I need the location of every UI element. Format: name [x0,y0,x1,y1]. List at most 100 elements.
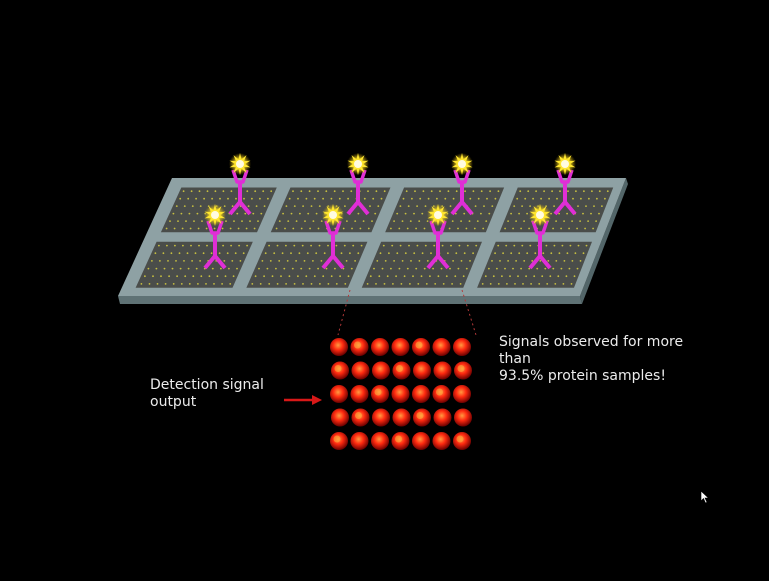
spot-dot [266,267,269,270]
spot-dot [452,197,455,200]
spot-dot [283,267,286,270]
spot-dot [218,252,221,255]
spot-dot [263,205,266,208]
spot-dot [410,260,412,262]
spot-dot [236,267,238,270]
spot-dot [542,252,545,255]
spot-dot [327,283,330,285]
spot-dot [440,267,443,270]
spot-dot [222,190,225,193]
spot-dot [374,212,377,215]
spot-dot [520,227,522,230]
spot-dot [489,190,491,193]
spot-dot [381,267,384,270]
spot-dot [307,212,310,215]
spot-dot [455,190,458,193]
spot-dot [451,220,454,223]
detection-well [391,338,410,356]
spot-dot [237,227,240,230]
spot-dot [259,283,262,285]
spot-dot [532,197,534,200]
spot-dot [155,267,158,270]
spot-dot [342,267,345,270]
spot-dot [559,190,561,193]
spot-dot [197,227,200,230]
spot-dot [377,205,380,208]
detection-well [350,432,369,450]
spot-dot [430,190,433,193]
spot-dot [293,244,296,247]
spot-dot [512,267,514,270]
spot-dot [270,190,273,193]
spot-dot [510,252,513,255]
spot-dot [140,283,143,285]
spot-dot [442,283,445,285]
spot-dot [320,260,323,262]
spot-dot [521,244,524,247]
spot-dot [421,252,424,255]
y-antibody-icon [426,220,450,270]
spot-dot [480,212,482,215]
spot-dot [231,205,234,208]
spot-dot [383,283,386,285]
spot-dot [357,252,360,255]
spot-dot [261,260,264,262]
spot-dot [334,267,336,270]
spot-dot [582,212,584,215]
spot-dot [172,212,175,215]
spot-dot [416,205,418,208]
spot-dot [229,227,232,230]
spot-dot [211,267,214,270]
spot-dot [489,283,492,285]
detection-well [432,338,451,356]
spot-dot [401,260,404,262]
detection-well [413,408,431,427]
spot-dot [290,212,293,215]
detection-well [331,408,349,427]
spot-dot [418,220,421,223]
arrow-icon [284,395,322,405]
spot-dot [176,275,179,278]
spot-dot [523,220,525,223]
spot-dot [190,190,193,193]
spot-dot [481,283,484,285]
spot-dot [174,244,176,247]
spot-dot [524,197,527,200]
mouse-pointer-icon [700,490,710,504]
detection-well [330,432,348,450]
spot-dot [507,260,509,262]
spot-dot [566,252,569,255]
spot-dot [409,283,411,285]
spot-dot [555,220,557,223]
spot-dot [566,212,568,215]
spot-dot [278,220,281,223]
spot-dot [573,275,576,278]
spot-dot [187,267,190,270]
spot-dot [399,244,402,247]
spot-dot [188,212,191,215]
spot-dot [254,275,257,278]
spot-dot [246,244,249,247]
detection-well [391,432,410,450]
spot-dot [222,244,225,247]
spot-dot [378,275,381,278]
spot-dot [474,205,477,208]
spot-dot [399,205,402,208]
spot-dot [424,205,427,208]
slide-edge [118,296,582,304]
spot-dot [173,227,176,230]
spot-dot [561,244,564,247]
spot-dot [491,205,494,208]
spot-dot [547,260,550,262]
spot-dot [345,260,348,262]
spot-dot [253,227,256,230]
spot-dot [191,205,194,208]
spot-dot [281,252,284,255]
spot-dot [509,275,511,278]
spot-dot [335,283,338,285]
spot-dot [551,190,553,193]
spot-dot [414,190,416,193]
spot-dot [390,227,392,230]
spot-dot [347,197,349,200]
spot-dot [286,260,289,262]
